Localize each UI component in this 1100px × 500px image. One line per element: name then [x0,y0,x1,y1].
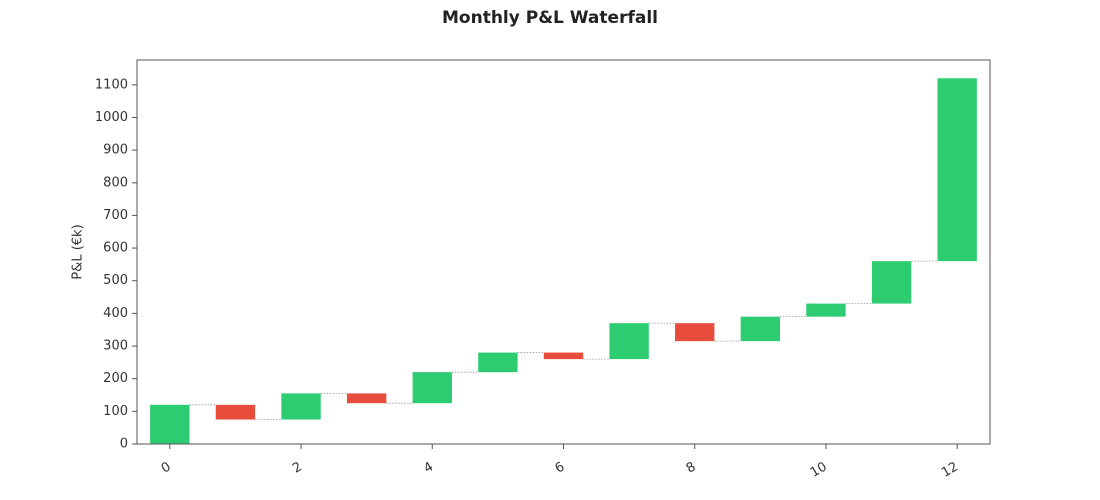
bar [215,404,256,420]
x-tick-label: 8 [684,460,699,477]
x-tick-label: 0 [159,460,174,477]
bar [346,393,387,404]
bar [806,303,846,317]
chart-title: Monthly P&L Waterfall [442,8,658,28]
x-tick-label: 6 [553,460,568,477]
plot-frame [136,59,991,445]
bar [543,352,584,360]
y-tick-label: 200 [103,371,128,386]
y-tick-label: 800 [103,175,128,190]
y-tick-label: 100 [103,404,128,419]
bar [937,78,977,262]
x-tick-label: 10 [808,460,830,481]
y-tick-label: 700 [103,208,128,223]
bar [740,316,781,342]
bar [871,261,912,304]
y-tick-label: 300 [103,339,128,354]
y-tick-label: 900 [103,143,128,158]
y-tick-label: 500 [103,273,128,288]
bar [478,352,518,373]
x-tick-label: 2 [290,460,305,477]
y-tick-label: 600 [103,241,128,256]
bar [412,372,452,404]
bar [281,393,321,420]
y-tick-label: 0 [120,437,128,452]
y-tick-label: 400 [103,306,128,321]
bar [675,323,715,342]
x-tick-label: 12 [939,460,961,481]
y-axis-label: P&L (€k) [71,224,86,279]
x-tick-label: 4 [421,460,436,477]
bar [150,404,190,444]
y-tick-label: 1100 [95,77,128,92]
bar [609,323,649,360]
y-tick-label: 1000 [95,110,128,125]
